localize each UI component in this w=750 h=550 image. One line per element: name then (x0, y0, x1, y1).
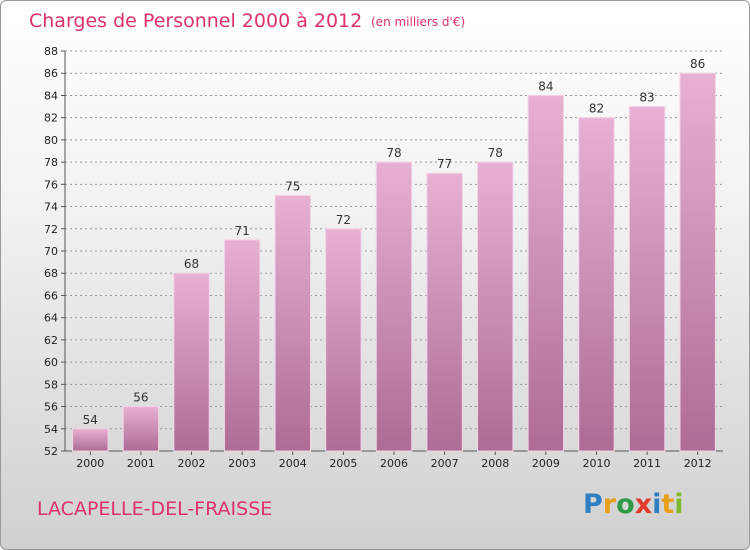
x-tick-label: 2007 (431, 457, 459, 470)
y-tick-label: 56 (44, 401, 58, 414)
data-label-2000: 54 (83, 413, 98, 427)
x-tick-label: 2001 (127, 457, 155, 470)
y-tick-label: 64 (44, 312, 58, 325)
logo-letter: P (583, 489, 603, 520)
x-tick-label: 2010 (582, 457, 610, 470)
y-tick-label: 54 (44, 423, 58, 436)
chart-unit: (en milliers d'€) (371, 15, 465, 29)
data-label-2005: 72 (336, 213, 351, 227)
bar-2001 (122, 406, 160, 452)
logo-letter: t (661, 489, 675, 520)
data-label-2003: 71 (235, 224, 250, 238)
y-tick-label: 52 (44, 445, 58, 458)
logo-letter: r (602, 489, 617, 520)
y-tick-label: 88 (44, 45, 58, 58)
axes: 52 54 56 58 60 62 64 66 68 70 72 74 76 78 80 82 84 86 88 20… (44, 45, 723, 470)
bar-2006 (375, 161, 413, 452)
bar-2008 (477, 161, 514, 452)
bar-2004 (274, 194, 311, 452)
bar-2012 (679, 72, 716, 452)
data-label-2006: 78 (386, 146, 401, 160)
y-tick-label: 62 (44, 334, 58, 347)
bars (72, 72, 716, 452)
x-tick-label: 2012 (684, 457, 712, 470)
y-tick-label: 68 (44, 267, 58, 280)
y-tick-label: 60 (44, 356, 58, 369)
bar-2002 (173, 272, 210, 452)
bar-2011 (628, 106, 666, 452)
data-label-2008: 78 (488, 146, 503, 160)
y-tick-label: 80 (44, 134, 58, 147)
x-tick-label: 2005 (329, 457, 357, 470)
y-tick-label: 86 (44, 67, 58, 80)
x-tick-label: 2004 (279, 457, 307, 470)
y-tick-label: 72 (44, 223, 58, 236)
y-tick-label: 58 (44, 378, 58, 391)
logo-letter: i (674, 489, 684, 520)
x-tick-label: 2008 (481, 457, 509, 470)
data-label-2009: 84 (538, 79, 553, 93)
y-tick-label: 66 (44, 289, 58, 302)
x-tick-label: 2006 (380, 457, 408, 470)
y-tick-label: 70 (44, 245, 58, 258)
y-tick-label: 78 (44, 156, 58, 169)
x-tick-label: 2002 (178, 457, 206, 470)
data-label-2010: 82 (589, 102, 604, 116)
logo-letter: x (634, 489, 653, 520)
data-label-2012: 86 (690, 57, 705, 71)
data-label-2002: 68 (184, 257, 199, 271)
commune-name: LACAPELLE-DEL-FRAISSE (37, 498, 272, 520)
logo-letter: o (616, 489, 635, 520)
logo-letter: i (652, 489, 662, 520)
bar-2010 (578, 117, 615, 452)
data-label-2001: 56 (133, 391, 148, 405)
y-tick-label: 74 (44, 201, 58, 214)
bar-2007 (426, 172, 463, 452)
x-tick-label: 2000 (76, 457, 104, 470)
x-tick-label: 2009 (532, 457, 560, 470)
y-tick-label: 82 (44, 112, 58, 125)
bar-2005 (325, 228, 362, 452)
x-tick-label: 2011 (633, 457, 661, 470)
y-tick-label: 84 (44, 89, 58, 102)
y-tick-label: 76 (44, 178, 58, 191)
bar-2003 (223, 239, 261, 452)
x-tick-label: 2003 (228, 457, 256, 470)
proxiti-logo: Proxiti (583, 489, 684, 520)
data-label-2011: 83 (639, 91, 654, 105)
data-label-2004: 75 (285, 179, 300, 193)
data-label-2007: 77 (437, 157, 452, 171)
chart-title: Charges de Personnel 2000 à 2012 (29, 10, 362, 32)
bar-2000 (72, 428, 109, 452)
bar-2009 (527, 94, 565, 452)
data-labels: 54 56 68 71 75 72 78 77 78 84 82 83 86 (83, 57, 706, 427)
